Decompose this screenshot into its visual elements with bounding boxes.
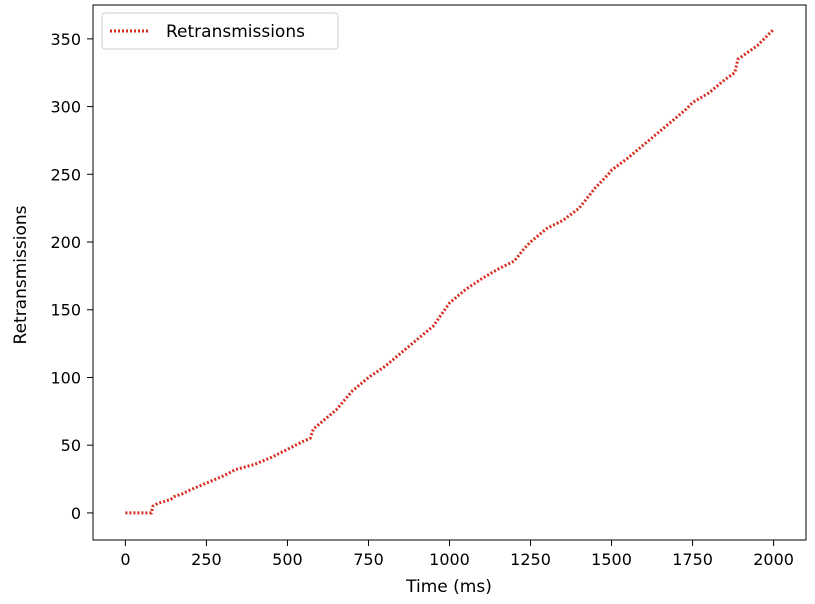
- y-tick-label: 0: [71, 504, 81, 523]
- plot-area: [92, 4, 807, 541]
- x-tick-label: 500: [272, 550, 303, 569]
- x-tick-label: 250: [191, 550, 222, 569]
- plot-frame: [92, 4, 807, 541]
- x-tick-label: 1750: [672, 550, 713, 569]
- y-tick-label: 300: [50, 98, 81, 117]
- y-tick-label: 50: [61, 436, 81, 455]
- x-tick-label: 1000: [429, 550, 470, 569]
- x-axis-ticks: 0 250 500 750 1000 1250 1500 1750 2000: [120, 540, 794, 569]
- series-line-retransmissions: [125, 28, 775, 515]
- y-axis-ticks: 0 50 100 150 200 250 300 350: [50, 30, 93, 523]
- x-tick-label: 1250: [510, 550, 551, 569]
- y-tick-label: 250: [50, 165, 81, 184]
- y-tick-label: 350: [50, 30, 81, 49]
- x-tick-label: 750: [353, 550, 384, 569]
- y-tick-label: 200: [50, 233, 81, 252]
- y-tick-label: 100: [50, 368, 81, 387]
- y-tick-label: 150: [50, 301, 81, 320]
- x-tick-label: 0: [120, 550, 130, 569]
- legend-box: [101, 12, 339, 50]
- x-axis-label: Time (ms): [405, 577, 492, 597]
- x-tick-label: 1500: [591, 550, 632, 569]
- legend-label-retransmissions: Retransmissions: [166, 22, 305, 42]
- legend: Retransmissions: [101, 12, 339, 50]
- y-axis-label: Retransmissions: [11, 205, 31, 344]
- x-tick-label: 2000: [753, 550, 794, 569]
- series-layer: [125, 28, 775, 515]
